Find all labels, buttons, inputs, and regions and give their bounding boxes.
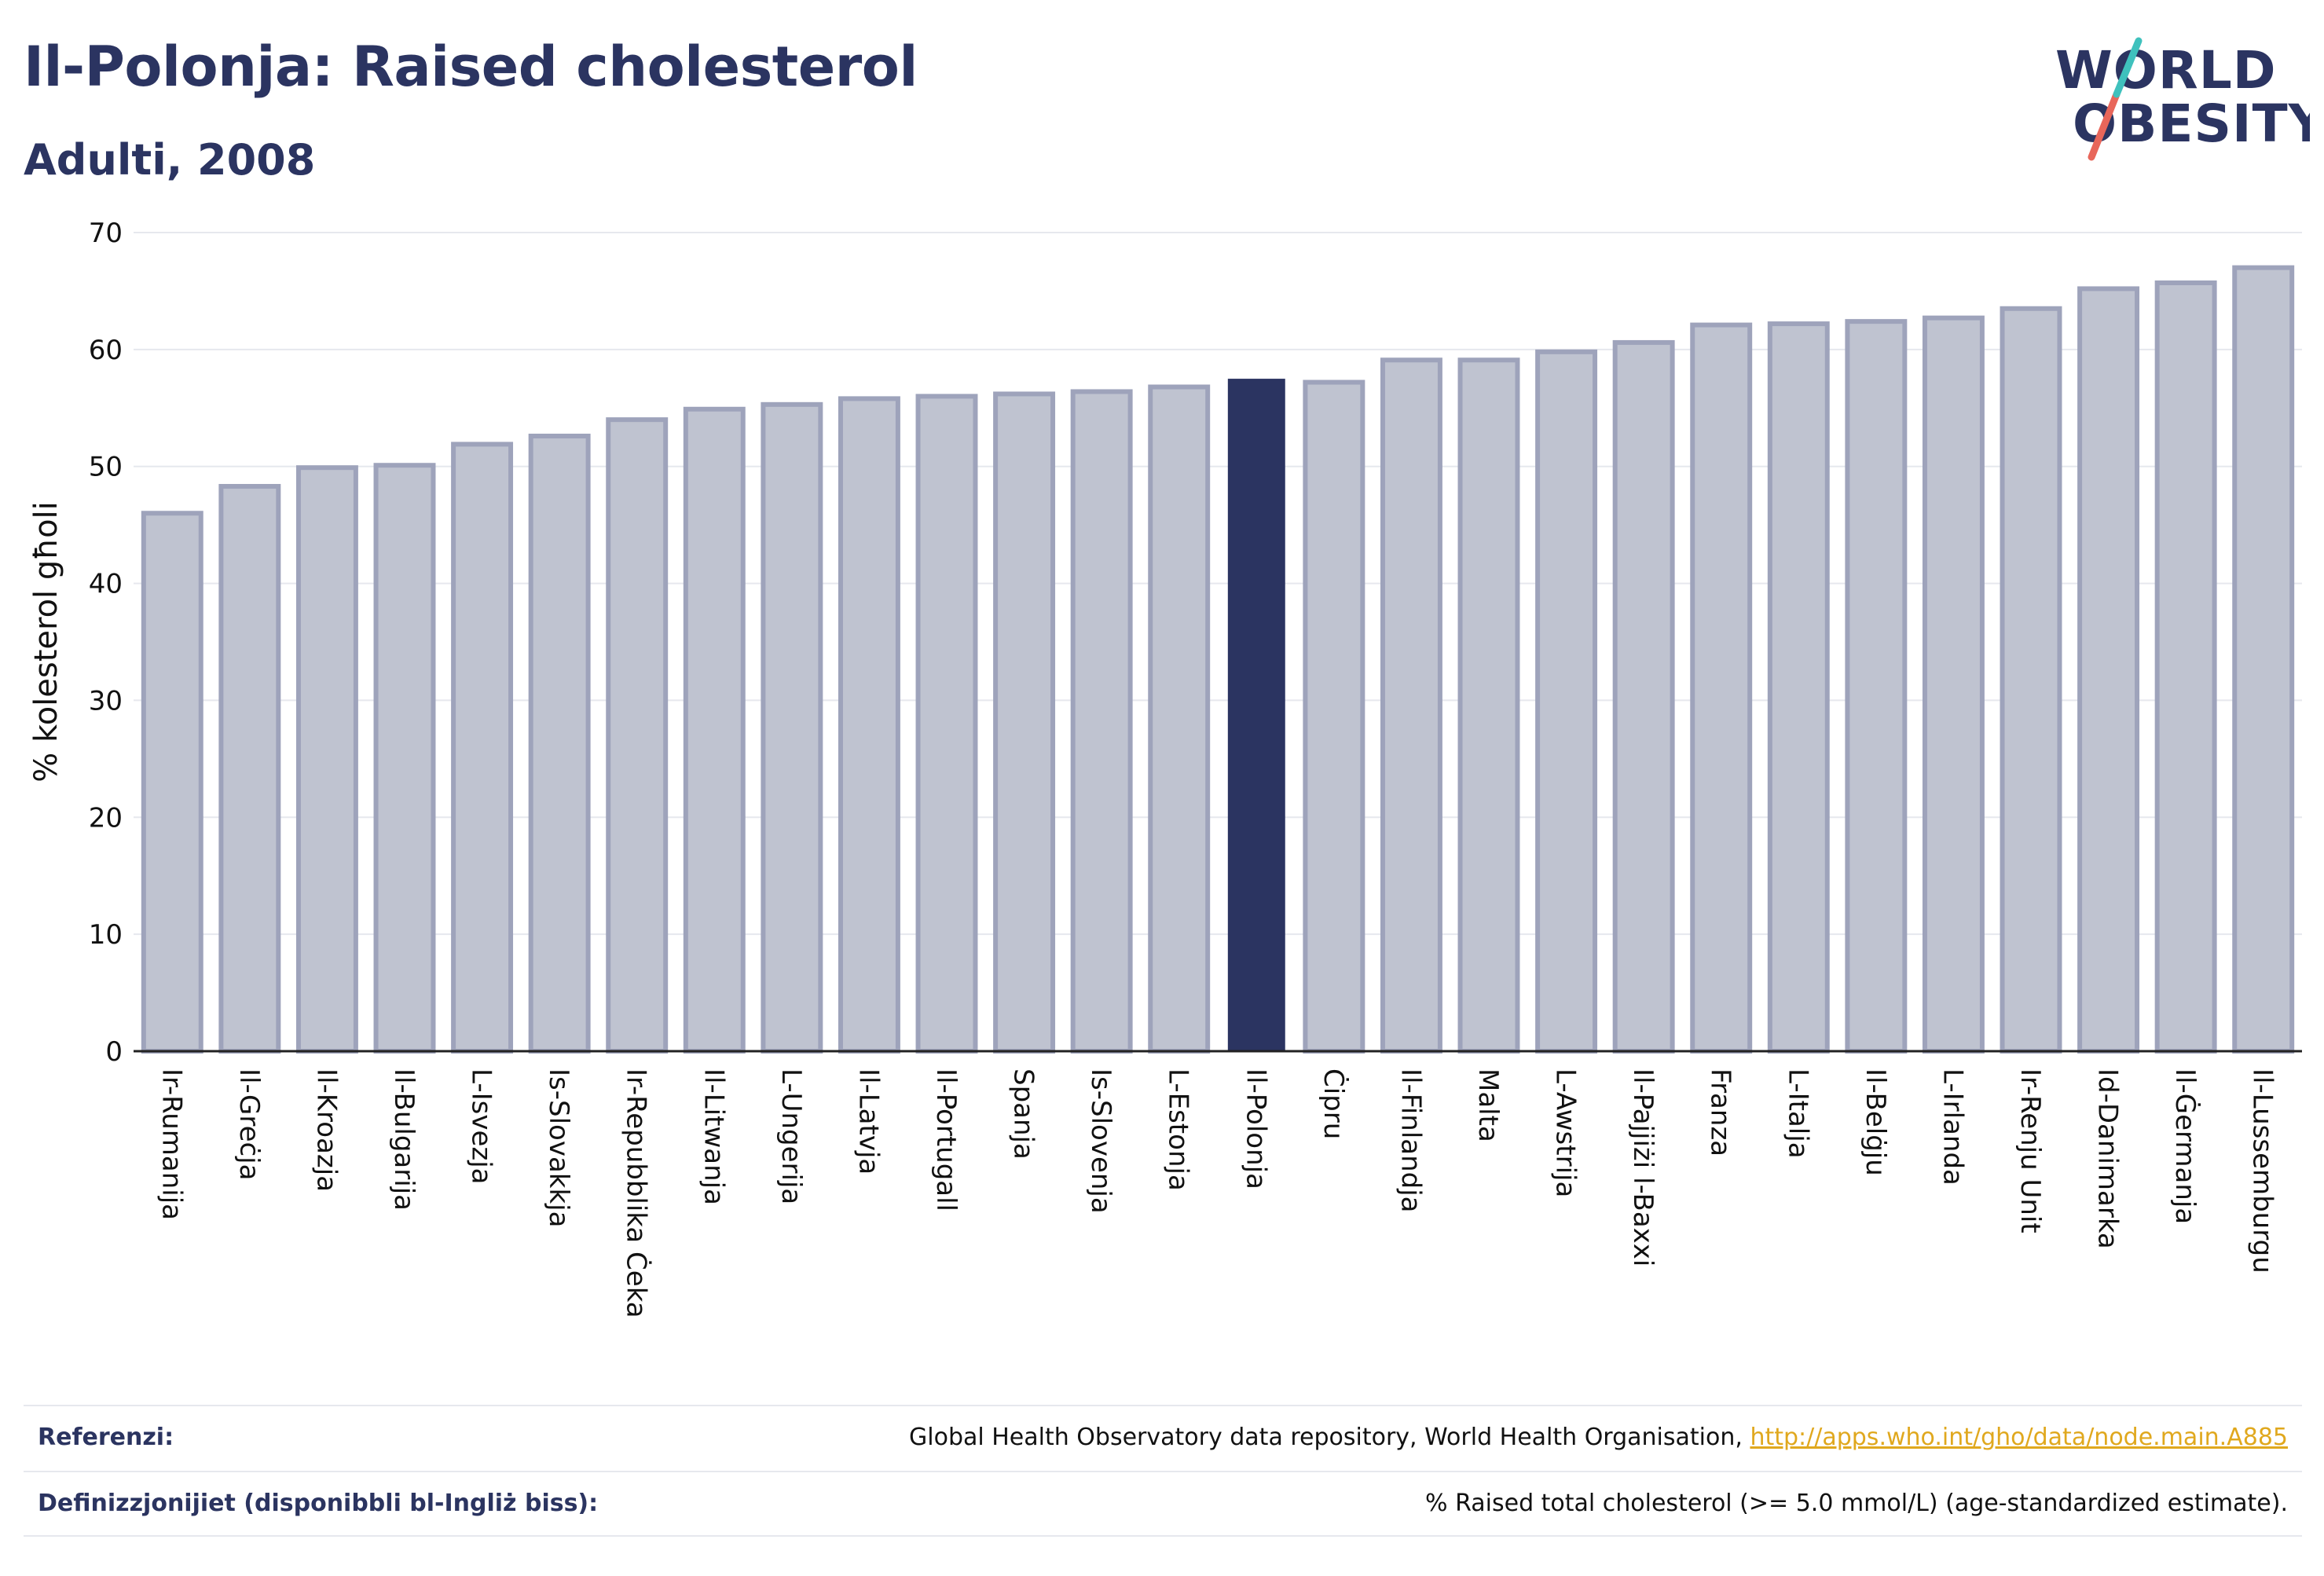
y-axis-label: % kolesterol għoli (28, 501, 64, 783)
references-text: Global Health Observatory data repositor… (909, 1424, 1750, 1451)
y-tick-label: 60 (89, 335, 123, 366)
bar (2232, 265, 2295, 1054)
x-tick-label: L-Italja (1782, 1068, 1813, 1159)
bar (1612, 339, 1675, 1054)
x-tick-label: Il-Pajjiżi l-Baxxi (1627, 1068, 1659, 1266)
x-tick-label: Malta (1472, 1068, 1504, 1142)
x-tick-label: Il-Lussemburgu (2247, 1068, 2278, 1274)
y-tick-label: 20 (89, 802, 123, 834)
bar (141, 511, 203, 1054)
y-tick-label: 0 (105, 1036, 123, 1068)
bar (1457, 357, 1520, 1054)
x-tick-label: Ir-Repubblika Ċeka (621, 1068, 653, 1318)
x-tick-label: L-Estonja (1163, 1068, 1194, 1191)
x-tick-label: L-Awstrija (1550, 1068, 1582, 1197)
bar (915, 394, 978, 1054)
bar (2077, 286, 2140, 1054)
footer-divider-middle (24, 1471, 2302, 1472)
bar (2000, 306, 2062, 1054)
x-tick-label: Il-Finlandja (1395, 1068, 1426, 1213)
bar (218, 484, 281, 1054)
x-tick-label: Spanja (1008, 1068, 1039, 1160)
bar (993, 391, 1056, 1054)
bar (1922, 315, 1985, 1054)
bar (606, 417, 669, 1054)
bar (1845, 319, 1908, 1054)
y-tick-label: 10 (89, 919, 123, 951)
bar (683, 406, 746, 1054)
definitions-label: Definizzjonijiet (disponibbli bl-Ingliż … (38, 1490, 599, 1517)
y-tick-label: 70 (89, 218, 123, 249)
footer-references-row: Referenzi: Global Health Observatory dat… (24, 1408, 2302, 1471)
x-tick-label: L-Irlanda (1937, 1068, 1968, 1186)
x-tick-label: Il-Bulgarija (388, 1068, 420, 1211)
world-obesity-logo: WORLD OBESITY (2055, 37, 2310, 161)
x-tick-label: Il-Litwanja (698, 1068, 729, 1205)
chart-title: Il-Polonja: Raised cholesterol (24, 35, 918, 99)
bar (373, 463, 436, 1054)
x-tick-label: Is-Slovakkja (543, 1068, 574, 1227)
bar (295, 465, 358, 1054)
bar (1380, 357, 1442, 1054)
x-tick-label: L-Isvezja (466, 1068, 497, 1185)
x-tick-label: Ir-Rumanija (156, 1068, 187, 1220)
bar (761, 401, 823, 1054)
bar (2154, 280, 2217, 1054)
bar (528, 434, 591, 1054)
bar (1070, 389, 1133, 1054)
chart-subtitle: Adulti, 2008 (24, 135, 316, 185)
bar (1303, 379, 1365, 1054)
x-tick-label: Ir-Renju Unit (2014, 1068, 2046, 1233)
references-link[interactable]: http://apps.who.int/gho/data/node.main.A… (1750, 1424, 2288, 1451)
y-tick-label: 50 (89, 452, 123, 483)
x-tick-label: Il-Ġermanja (2169, 1068, 2201, 1224)
x-tick-label: Is-Slovenja (1085, 1068, 1116, 1214)
footer-divider-bottom (24, 1535, 2302, 1537)
bar (1767, 321, 1830, 1054)
bar (1227, 379, 1285, 1052)
x-tick-label: Il-Kroazja (310, 1068, 342, 1192)
bar (1535, 349, 1598, 1054)
x-tick-label: Il-Latvja (852, 1068, 884, 1175)
y-tick-label: 40 (89, 569, 123, 600)
x-tick-label: Franza (1705, 1068, 1736, 1156)
x-tick-label: Il-Polonja (1240, 1068, 1271, 1189)
x-tick-label: Id-Danimarka (2092, 1068, 2124, 1249)
x-tick-label: L-Ungerija (775, 1068, 807, 1204)
references-label: Referenzi: (38, 1424, 174, 1451)
logo-line-1: WORLD (2055, 40, 2277, 101)
x-tick-label: Il-Belġju (1860, 1068, 1891, 1176)
bar (1690, 322, 1753, 1054)
y-tick-label: 30 (89, 685, 123, 717)
x-tick-label: Ċipru (1318, 1068, 1350, 1139)
bar (1148, 384, 1211, 1054)
definitions-text: % Raised total cholesterol (>= 5.0 mmol/… (1425, 1490, 2288, 1517)
x-tick-label: Il-Portugall (930, 1068, 962, 1211)
x-tick-label: Il-Greċja (233, 1068, 265, 1180)
bar (838, 396, 900, 1054)
bar (451, 442, 514, 1054)
footer-divider-top (24, 1405, 2302, 1406)
bar-chart: 0 10 20 30 40 50 60 70 % kolesterol għoli Ir-Ruma… (28, 218, 2302, 1318)
footer-definitions-row: Definizzjonijiet (disponibbli bl-Ingliż … (24, 1474, 2302, 1537)
